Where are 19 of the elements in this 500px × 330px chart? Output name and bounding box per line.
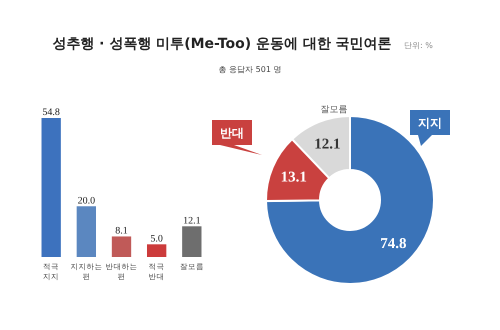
text: 단위: % [404,41,434,50]
data-label: 13.1 [280,169,307,186]
bar [42,118,61,257]
data-label: 74.8 [380,236,407,252]
text: 성추행 · 성폭행 미투(Me-Too) 운동에 대한 국민여론 [52,36,392,52]
bar [146,244,166,257]
slice-label: 잘모름 [320,105,348,115]
slice-label: 지지 [418,116,442,130]
data-label: 12.1 [183,215,201,226]
data-label: 54.8 [42,107,60,118]
data-label: 5.0 [150,233,163,244]
bar [182,226,202,257]
data-label: 8.1 [115,225,128,236]
text: 총 응답자 501 명 [218,65,282,74]
bar [76,206,96,257]
slice-label: 반대 [220,126,244,140]
data-label: 12.1 [314,136,340,152]
bar [112,236,132,257]
data-label: 20.0 [78,195,96,206]
